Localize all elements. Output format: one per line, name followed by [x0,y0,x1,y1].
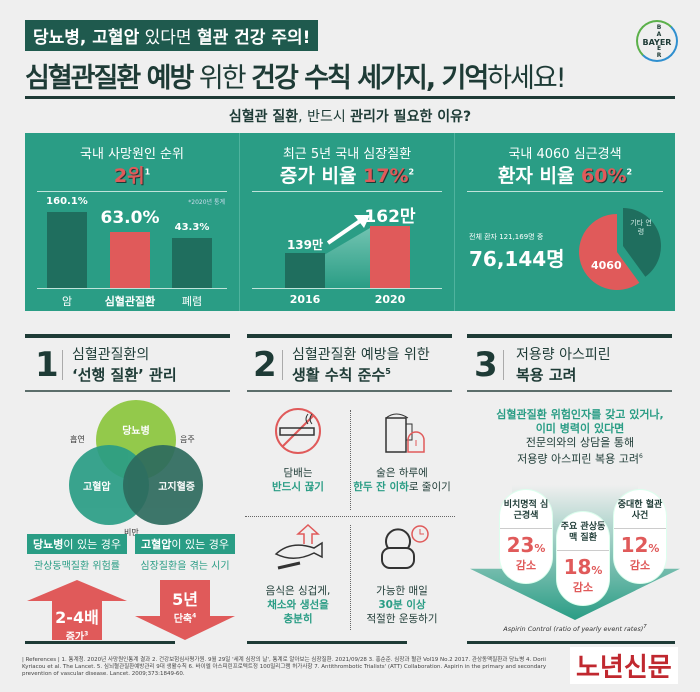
stat-value: 60% [581,165,627,187]
section-subtitle: 심혈관 질환, 반드시 관리가 필요한 이유? [228,109,472,125]
total-patients: 전체 환자 121,169명 중 [469,233,544,241]
bar-category-label: 2020 [374,293,406,306]
factor-smoking: 흡연 [70,435,85,444]
kettlebell-clock-icon [372,524,432,574]
section-title: 심혈관질환 예방을 위한 [292,347,430,363]
section-title-bold: 복용 고려 [516,366,577,384]
bar-category-label: 폐렴 [181,295,203,308]
factor-obesity: 비만 [124,528,139,537]
bar-category-label: 암 [61,295,73,308]
pie-slice [623,208,661,277]
section-title: 심혈관질환의 [72,347,150,363]
stat-heading: 국내 사망원인 순위 [80,147,184,162]
aspirin-description: 심혈관질환 위험인자를 갖고 있거나, 이미 병력이 있다면 전문의와의 상담을 통… [496,408,664,466]
tip-item: 가능한 매일 30분 이상 적절한 운동하기 [352,524,452,626]
section-title-bold: 생활 수칙 준수 [292,366,386,384]
tip-item: 담배는 반드시 끊기 [248,406,348,494]
reduction-pill: 주요 관상동맥 질환 18% 감소 [557,512,609,605]
divider [247,334,452,338]
bar [285,253,325,288]
bar-category-label: 심혈관질환 [104,295,156,308]
stat-value: 17% [363,165,409,187]
stat-heading: 국내 4060 심근경색 [508,147,622,162]
bar-value-label: 162만 [364,207,416,227]
heart-disease-stat: 최근 5년 국내 심장질환 증가 비율 17%2 139만 2016 162만 … [240,133,455,311]
section-number: 1 [35,345,59,385]
chart-caption: Aspirin Control (ratio of yearly event r… [503,624,647,634]
divider [467,334,672,338]
venn-diagram: 당뇨병 고혈압 고지혈증 흡연 음주 비만 [20,400,250,537]
hypertension-risk: 고혈압이 있는 경우 심장질환을 겪는 시기 5년 단축4 [135,534,235,640]
bar [370,226,410,288]
bar-value-label: 160.1% [46,196,88,207]
tip-item: 음식은 싱겁게, 채소와 생선을 충분히 [248,523,348,626]
section-title: 저용량 아스피린 [516,347,611,363]
divider [25,96,675,99]
reduction-pill: 중대한 혈관사건 12% 감소 [614,490,666,583]
death-cause-stat: 국내 사망원인 순위 2위1 *2020년 통계 160.1% 암 63.0% … [25,133,240,311]
page-title: 심혈관질환 예방 위한 건강 수칙 세가지, 기억하세요! [25,63,567,94]
bar [110,232,150,288]
stats-panel: 국내 사망원인 순위 2위1 *2020년 통계 160.1% 암 63.0% … [25,133,675,311]
bar-value-label: 139만 [286,238,324,252]
pie-label-other: 기타 연령 [630,219,652,236]
bar [47,212,87,288]
mi-stat: 국내 4060 심근경색 환자 비율 60%2 전체 환자 121,169명 중… [455,133,675,311]
venn-hyperlipidemia: 고지혈증 [123,445,203,525]
pie-label: 4060 [591,259,622,272]
bayer-logo: B A E R BAYER [636,20,678,62]
factor-drinking: 음주 [180,435,195,444]
stat-value: 2위 [113,165,145,187]
patient-count: 76,144명 [469,247,565,271]
divider [467,390,672,392]
bar [172,238,212,288]
age-pie-chart: 4060 기타 연령 [579,208,661,290]
divider [25,390,230,392]
bar-category-label: 2016 [289,293,321,306]
no-smoking-icon [268,406,328,456]
stat-heading: 최근 5년 국내 심장질환 [282,147,412,162]
top-banner: 당뇨병, 고혈압 있다면 혈관 건강 주의! [25,20,319,51]
section-number: 2 [253,345,277,385]
arrow-up-icon [326,215,370,245]
references: | References | 1. 통계청. 2020년 사망원인통계 결과 2… [22,657,547,677]
divider [247,390,452,392]
divider [25,334,230,338]
fish-vegetable-icon [268,523,328,574]
watermark-logo: 노년신문 [570,647,678,684]
beer-alarm-icon [372,406,432,456]
section-title-bold: ‘선행 질환’ 관리 [72,366,177,384]
tip-item: 술은 하루에 한두 잔 이하로 줄이기 [352,406,452,494]
pie-slice [579,214,640,290]
bar-value-label: 43.3% [174,222,210,233]
diabetes-risk: 당뇨병이 있는 경우 관상동맥질환 위험률 2-4배 증가3 [27,534,127,640]
section-number: 3 [474,345,498,385]
stat-note: *2020년 통계 [188,199,225,206]
reduction-pill: 비치명적 심근경색 23% 감소 [500,490,552,583]
bar-value-label: 63.0% [100,208,160,228]
